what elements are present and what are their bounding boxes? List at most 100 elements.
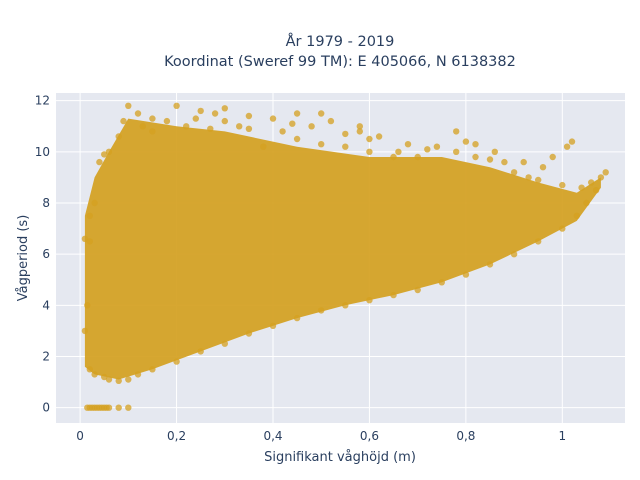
scatter-point bbox=[293, 110, 301, 117]
scatter-point bbox=[366, 148, 373, 155]
scatter-point bbox=[260, 143, 267, 150]
scatter-point bbox=[125, 376, 132, 383]
scatter-point bbox=[578, 184, 585, 191]
scatter-point bbox=[327, 117, 335, 125]
data-points bbox=[81, 102, 609, 411]
scatter-point bbox=[366, 297, 373, 304]
x-tick-label: 0,2 bbox=[167, 429, 186, 443]
scatter-point bbox=[588, 179, 595, 186]
scatter-point bbox=[414, 153, 421, 161]
y-tick-label: 0 bbox=[42, 401, 50, 415]
scatter-point bbox=[245, 330, 253, 337]
scatter-point bbox=[221, 117, 228, 125]
y-tick-label: 6 bbox=[42, 247, 50, 261]
scatter-point bbox=[149, 115, 156, 122]
scatter-point bbox=[356, 123, 363, 130]
chart-title-line-2: Koordinat (Sweref 99 TM): E 405066, N 61… bbox=[164, 54, 516, 70]
scatter-point bbox=[414, 286, 421, 294]
scatter-point bbox=[535, 176, 542, 184]
scatter-point bbox=[559, 225, 566, 232]
scatter-point bbox=[472, 153, 479, 161]
scatter-point bbox=[96, 158, 103, 166]
scatter-point bbox=[535, 238, 542, 245]
scatter-point bbox=[318, 110, 325, 117]
scatter-point bbox=[115, 404, 122, 411]
scatter-point bbox=[134, 110, 142, 117]
scatter-point bbox=[139, 123, 146, 130]
scatter-point bbox=[293, 314, 301, 322]
scatter-point bbox=[245, 125, 253, 132]
scatter-point bbox=[356, 128, 363, 135]
scatter-point bbox=[583, 199, 590, 207]
scatter-point bbox=[105, 404, 113, 411]
scatter-point bbox=[125, 404, 132, 411]
scatter-point bbox=[539, 164, 547, 171]
scatter-point bbox=[197, 107, 204, 115]
scatter-point bbox=[395, 148, 402, 155]
scatter-point bbox=[597, 174, 605, 181]
scatter-point bbox=[245, 112, 253, 120]
scatter-point bbox=[173, 358, 180, 365]
scatter-point bbox=[115, 377, 122, 384]
scatter-point bbox=[510, 251, 518, 258]
scatter-point bbox=[207, 125, 214, 132]
scatter-point bbox=[404, 141, 412, 148]
x-tick-label: 0,4 bbox=[263, 429, 282, 443]
scatter-point bbox=[211, 110, 219, 117]
scatter-point bbox=[520, 158, 527, 166]
scatter-point bbox=[563, 143, 571, 150]
scatter-point bbox=[163, 117, 171, 125]
data-cloud bbox=[84, 118, 601, 380]
scatter-point bbox=[105, 148, 113, 155]
scatter-point bbox=[91, 371, 98, 378]
scatter-point bbox=[91, 199, 98, 207]
x-tick-label: 0,6 bbox=[360, 429, 379, 443]
scatter-point bbox=[84, 302, 91, 309]
scatter-point bbox=[602, 169, 609, 176]
y-tick-label: 12 bbox=[35, 94, 50, 108]
scatter-point bbox=[183, 123, 190, 130]
chart-title-line-1: År 1979 - 2019 bbox=[286, 33, 395, 50]
scatter-point bbox=[173, 102, 180, 110]
scatter-point bbox=[318, 141, 325, 148]
scatter-point bbox=[101, 373, 108, 381]
y-tick-label: 10 bbox=[35, 145, 50, 159]
scatter-point bbox=[501, 158, 508, 166]
scatter-point bbox=[120, 117, 127, 125]
scatter-point bbox=[125, 102, 132, 110]
scatter-point bbox=[221, 105, 228, 112]
x-tick-label: 0 bbox=[76, 429, 84, 443]
scatter-point bbox=[342, 302, 349, 309]
scatter-point bbox=[269, 322, 277, 329]
scatter-point bbox=[81, 235, 89, 242]
scatter-point bbox=[318, 307, 325, 314]
scatter-point bbox=[293, 135, 301, 143]
scatter-point bbox=[438, 279, 445, 286]
y-tick-label: 2 bbox=[42, 349, 50, 363]
scatter-point bbox=[236, 123, 243, 130]
y-tick-label: 8 bbox=[42, 196, 50, 210]
scatter-point bbox=[101, 151, 108, 158]
scatter-point bbox=[453, 128, 460, 135]
scatter-point bbox=[342, 143, 349, 150]
scatter-point bbox=[197, 348, 204, 355]
y-axis-title: Vågperiod (s) bbox=[16, 215, 31, 302]
scatter-point bbox=[86, 366, 94, 373]
scatter-point bbox=[86, 212, 94, 219]
scatter-point bbox=[105, 376, 113, 383]
scatter-point bbox=[568, 138, 576, 145]
scatter-point bbox=[525, 174, 532, 181]
scatter-point bbox=[221, 340, 228, 347]
scatter-point bbox=[592, 187, 600, 194]
scatter-point bbox=[510, 169, 518, 176]
y-axis-ticks: 0 2 4 6 8 10 12 bbox=[35, 94, 50, 415]
scatter-point bbox=[433, 143, 441, 150]
scatter-point bbox=[486, 261, 494, 268]
scatter-point bbox=[81, 327, 89, 335]
x-axis-title: Signifikant våghöjd (m) bbox=[264, 450, 416, 465]
scatter-point bbox=[549, 153, 556, 161]
scatter-point bbox=[375, 133, 383, 140]
scatter-point bbox=[279, 128, 286, 135]
